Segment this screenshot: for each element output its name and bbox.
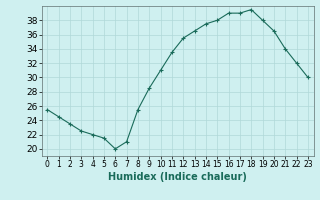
X-axis label: Humidex (Indice chaleur): Humidex (Indice chaleur) [108, 172, 247, 182]
